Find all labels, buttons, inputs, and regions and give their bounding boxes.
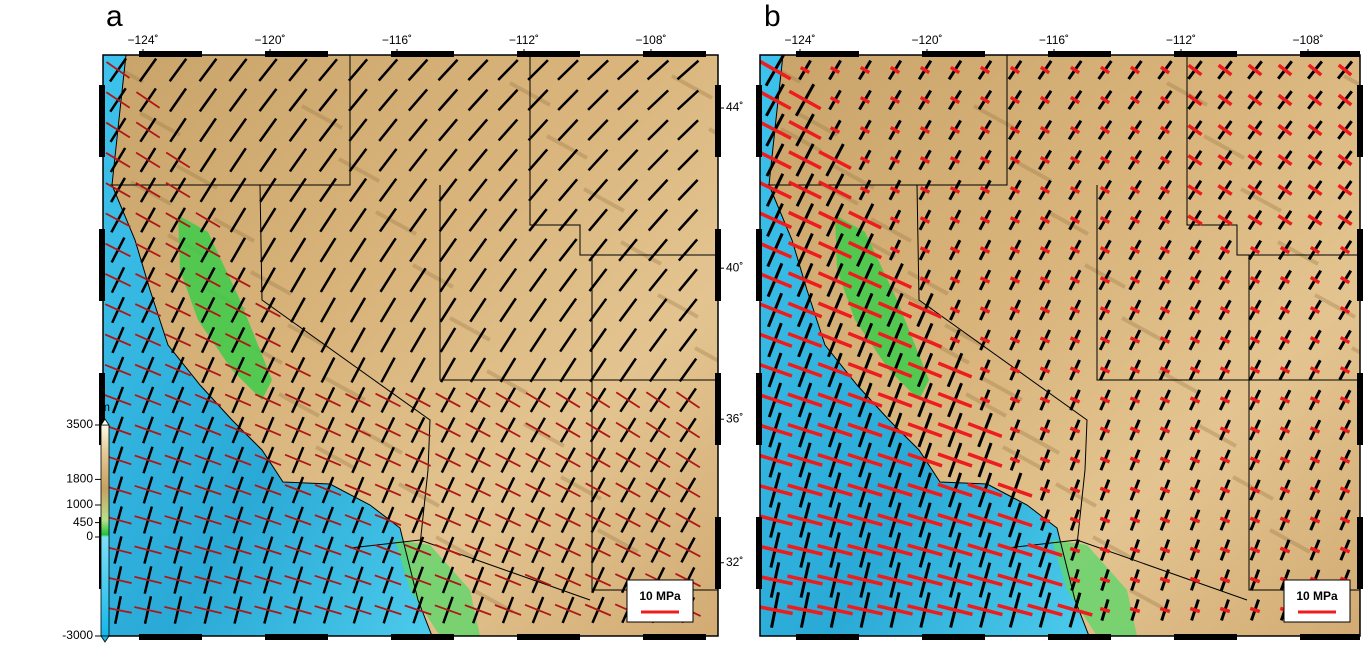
colorbar-tick-label: 1800: [66, 472, 93, 486]
lat-tick-label: 36˚: [726, 411, 743, 425]
frame-bar: [715, 229, 721, 301]
frame-bar: [643, 634, 706, 640]
frame-bar: [99, 85, 105, 157]
lat-tick-label: 32˚: [726, 555, 743, 569]
lon-tick-label: −108˚: [635, 33, 666, 47]
frame-bar: [756, 85, 762, 157]
frame-bar: [517, 51, 580, 57]
colorbar-unit: m: [100, 400, 110, 414]
lat-tick-label: 40˚: [726, 260, 743, 274]
lat-tick-label: 44˚: [726, 100, 743, 114]
lon-tick-label: −124˚: [784, 33, 815, 47]
lon-tick-label: −116˚: [1039, 33, 1069, 47]
frame-bar: [391, 51, 454, 57]
frame-bar: [1357, 85, 1363, 157]
frame-bar: [1300, 51, 1360, 57]
frame-bar: [715, 373, 721, 445]
frame-bar: [922, 634, 985, 640]
frame-bar: [1174, 51, 1237, 57]
map-panel: [757, 54, 1367, 636]
frame-bar: [139, 51, 202, 57]
frame-bar: [715, 517, 721, 589]
frame-bar: [756, 373, 762, 445]
frame-bar: [796, 634, 859, 640]
frame-bar: [265, 634, 328, 640]
frame-bar: [643, 51, 706, 57]
colorbar-tick-label: 450: [73, 515, 93, 529]
frame-bar: [796, 51, 859, 57]
map-layer: 10 MPaa−124˚−120˚−116˚−112˚−108˚10 MPab−…: [62, 0, 1367, 642]
lon-tick-label: −120˚: [911, 33, 942, 47]
panel-label: a: [106, 0, 123, 33]
lon-tick-label: −124˚: [127, 33, 158, 47]
colorbar-tick-label: 3500: [66, 417, 93, 431]
colorbar-tick-label: -3000: [62, 628, 93, 642]
frame-bar: [1357, 373, 1363, 445]
frame-bar: [1300, 634, 1360, 640]
frame-bar: [517, 634, 580, 640]
colorbar-tick-label: 1000: [66, 497, 93, 511]
lon-tick-label: −108˚: [1292, 33, 1323, 47]
frame-bar: [1048, 634, 1111, 640]
colorbar: [101, 425, 109, 636]
frame-bar: [391, 634, 454, 640]
lon-tick-label: −120˚: [254, 33, 285, 47]
frame-bar: [1357, 229, 1363, 301]
frame-bar: [1048, 51, 1111, 57]
lon-tick-label: −116˚: [382, 33, 412, 47]
frame-bar: [756, 229, 762, 301]
map-panel: [103, 55, 749, 636]
figure: 10 MPaa−124˚−120˚−116˚−112˚−108˚10 MPab−…: [0, 0, 1367, 645]
colorbar-tick-label: 0: [86, 529, 93, 543]
lon-tick-label: −112˚: [509, 33, 539, 47]
lon-tick-label: −112˚: [1166, 33, 1196, 47]
frame-bar: [139, 634, 202, 640]
frame-bar: [99, 229, 105, 301]
frame-bar: [922, 51, 985, 57]
frame-bar: [715, 85, 721, 157]
panel-label: b: [764, 0, 781, 33]
frame-bar: [756, 517, 762, 589]
frame-bar: [1357, 517, 1363, 589]
scale-label: 10 MPa: [639, 589, 681, 603]
colorbar-cap: [101, 636, 109, 642]
frame-bar: [265, 51, 328, 57]
scale-label: 10 MPa: [1296, 589, 1338, 603]
frame-bar: [1174, 634, 1237, 640]
